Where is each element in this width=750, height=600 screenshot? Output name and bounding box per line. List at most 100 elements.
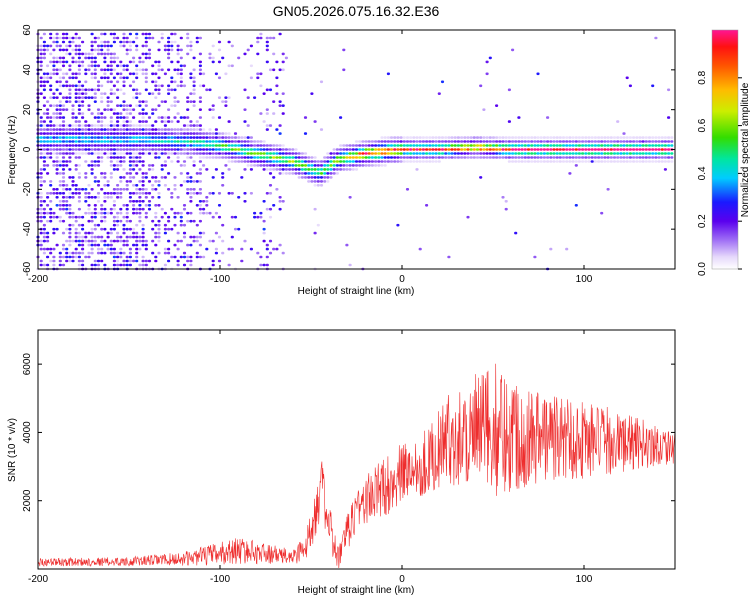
spectrogram-cell [256, 148, 260, 151]
spectrogram-cell [147, 180, 152, 183]
spectrogram-cell [135, 64, 139, 68]
spectrogram-cell [364, 160, 368, 163]
spectrogram-cell [259, 112, 263, 115]
spectrogram-cell [176, 247, 180, 251]
spectrogram-cell [367, 164, 371, 167]
colorbar-tick-label: 0.4 [697, 166, 708, 180]
spectrogram-cell [549, 148, 553, 151]
spectrogram-cell [49, 76, 53, 80]
spectrogram-cell [141, 32, 145, 36]
spectrogram-cell [151, 124, 155, 127]
spectrogram-cell [100, 211, 104, 215]
spectrogram-cell [138, 247, 142, 251]
spectrogram-cell [402, 140, 406, 143]
spectrogram-cell [52, 255, 56, 259]
spectrogram-cell [39, 64, 43, 68]
colorbar-gradient [712, 30, 738, 269]
spectrogram-cell [479, 156, 483, 159]
spectrogram-cell [39, 211, 43, 215]
spectrogram-cell [230, 235, 234, 239]
spectrogram-cell [109, 124, 113, 127]
spectrogram-cell [93, 96, 97, 99]
spectrogram-cell [39, 263, 43, 267]
spectrogram-cell [574, 164, 578, 167]
spectrogram-cell [100, 76, 104, 80]
spectrogram-cell [195, 132, 199, 135]
spectrogram-cell [307, 180, 311, 183]
spectrogram-cell [132, 156, 136, 159]
spectrogram-cell [542, 140, 546, 143]
spectrogram-cell [192, 180, 196, 183]
spectrogram-cell [268, 251, 273, 255]
spectrogram-cell [109, 243, 113, 247]
spectrogram-cell [93, 88, 97, 92]
spectrogram-cell [565, 136, 569, 139]
spectrogram-cell [651, 136, 655, 139]
spectrogram-cell [125, 184, 129, 187]
spectrogram-cell [466, 140, 470, 143]
spectrogram-cell [52, 215, 56, 219]
spectrogram-cell [42, 148, 46, 151]
spectrogram-cell [58, 152, 62, 155]
spectrogram-cell [217, 136, 222, 139]
spectrogram-cell [584, 136, 588, 139]
spectrogram-cell [208, 108, 212, 111]
spectrogram-cell [112, 40, 116, 44]
spectrogram-cell [628, 144, 632, 147]
spectrogram-cell [561, 148, 566, 151]
spectrogram-cell [291, 172, 295, 175]
spectrogram-cell [151, 168, 155, 171]
spectrogram-cell [125, 215, 129, 219]
spectrogram-cell [517, 144, 521, 147]
spectrogram-cell [663, 156, 667, 159]
spectrogram-cell [504, 152, 508, 155]
spectrogram-cell [163, 140, 167, 143]
spectrogram-cell [297, 168, 301, 171]
spectrogram-cell [90, 188, 94, 191]
spectrogram-cell [214, 136, 218, 139]
spectrogram-cell [399, 152, 403, 155]
spectrogram-cell [167, 144, 171, 147]
spectrogram-cell [202, 156, 206, 159]
spectrogram-cell [93, 72, 97, 76]
spectrogram-cell [151, 72, 155, 76]
spectrogram-cell [221, 176, 225, 179]
spectrogram-cell [170, 104, 174, 107]
spectrogram-cell [58, 207, 62, 211]
spectrogram-cell [87, 148, 91, 151]
spectrogram-cell [132, 116, 136, 119]
spectrogram-cell [52, 247, 56, 251]
spectrogram-cell [90, 239, 94, 243]
spectrogram-cell [128, 200, 132, 203]
spectrogram-cell [135, 140, 139, 143]
spectrogram-cell [574, 148, 578, 151]
spectrogram-cell [160, 84, 164, 88]
spectrogram-cell [453, 152, 457, 155]
spectrogram-cell [670, 156, 674, 159]
spectrogram-cell [81, 263, 85, 267]
spectrogram-cell [205, 140, 209, 143]
spectrogram-cell [100, 207, 104, 211]
spectrogram-cell [259, 215, 263, 219]
spectrogram-cell [100, 148, 104, 151]
spectrogram-cell [348, 148, 352, 151]
spectrogram-cell [186, 32, 190, 36]
spectrogram-cell [256, 215, 260, 219]
spectrogram-cell [536, 160, 540, 163]
spectrogram-cell [628, 152, 632, 155]
spectrogram-cell [396, 148, 400, 151]
spectrogram-cell [87, 231, 91, 235]
spectrogram-cell [135, 36, 139, 40]
spectrogram-cell [61, 255, 66, 259]
spectrogram-cell [147, 92, 152, 95]
spectrogram-cell [39, 259, 43, 263]
spectrogram-cell [182, 84, 187, 88]
spectrogram-cell [68, 84, 72, 88]
spectrogram-cell [160, 176, 164, 179]
spectrogram-cell [399, 140, 403, 143]
spectrogram-cell [125, 259, 129, 263]
spectrogram-cell [189, 144, 193, 147]
spectrogram-cell [61, 56, 66, 60]
spectrogram-cell [622, 160, 626, 163]
spectrogram-cell [81, 251, 85, 255]
